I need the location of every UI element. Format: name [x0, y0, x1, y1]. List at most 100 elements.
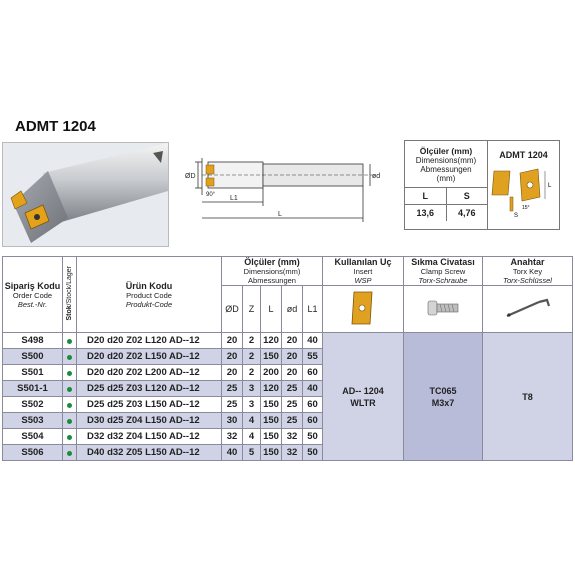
drawing-angle-label: 90°	[206, 192, 216, 198]
dim-d-cell: 25	[221, 396, 243, 413]
insert-drawing-area: ADMT 1204 L S 15°	[488, 141, 559, 229]
dim-sub1: Dimensions(mm)	[415, 156, 477, 165]
insert-drawing: L S 15°	[491, 168, 552, 219]
stock-available-icon	[67, 434, 72, 440]
screw-icon	[427, 300, 459, 316]
drawing-l1-label: L1	[230, 195, 238, 202]
dim-l1-cell: 50	[301, 444, 324, 461]
dim-col-l: L	[405, 187, 446, 205]
product-code-cell: D20 d20 Z02 L200 AD--12	[76, 364, 222, 381]
product-code-cell: D32 d32 Z04 L150 AD--12	[76, 428, 222, 445]
table-row: S502 D25 d25 Z03 L150 AD--12 25 3 150 25 60	[2, 396, 573, 413]
stock-available-icon	[67, 354, 72, 360]
dim-z-cell: 5	[242, 444, 261, 461]
insert-icon	[351, 291, 373, 325]
product-code-header: Ürün Kodu Product Code Produkt-Code	[76, 256, 222, 333]
drawing-l-label: L	[278, 211, 282, 218]
dim-col-header: ØD	[221, 285, 243, 333]
dim-d-cell: 25	[221, 380, 243, 397]
dim-sub3: (mm)	[436, 174, 456, 183]
dim-l-cell: 150	[260, 444, 282, 461]
stock-dot-cell	[62, 396, 77, 413]
drawing-d-label: ØD	[185, 173, 196, 180]
stock-dot-cell	[62, 332, 77, 349]
dim-d2-cell: 25	[281, 412, 303, 429]
dim-l-cell: 150	[260, 428, 282, 445]
dim-d-cell: 30	[221, 412, 243, 429]
dim-z-cell: 2	[242, 348, 261, 365]
screw-value-cell: TC065 M3x7	[403, 332, 484, 461]
page-title: ADMT 1204	[15, 118, 96, 135]
dim-col-header: L1	[301, 285, 324, 333]
insert-label-angle: 15°	[522, 205, 530, 211]
dim-col-header: ød	[281, 285, 303, 333]
stock-dot-cell	[62, 428, 77, 445]
key-header: Anahtar Torx Key Torx-Schlüssel	[482, 256, 574, 286]
dim-d2-cell: 32	[281, 428, 303, 445]
order-code-cell: S504	[2, 428, 63, 445]
dim-d2-cell: 32	[281, 444, 303, 461]
dim-d-cell: 40	[221, 444, 243, 461]
dim-l-cell: 200	[260, 364, 282, 381]
order-code-cell: S503	[2, 412, 63, 429]
table-row: S500 D20 d20 Z02 L150 AD--12 20 2 150 20 55	[2, 348, 573, 365]
dim-z-cell: 2	[242, 332, 261, 349]
dim-col-header: Z	[242, 285, 261, 333]
insert-header: Kullanılan Uç Insert WSP	[322, 256, 405, 286]
product-photo	[2, 142, 169, 247]
dim-l1-cell: 40	[301, 380, 324, 397]
dim-l-cell: 150	[260, 412, 282, 429]
dim-z-cell: 3	[242, 380, 261, 397]
order-code-cell: S502	[2, 396, 63, 413]
dim-l1-cell: 60	[301, 364, 324, 381]
dimensions-header: Ölçüler (mm) Dimensions(mm) Abmessungen	[220, 256, 324, 286]
table-row: S503 D30 d25 Z04 L150 AD--12 30 4 150 25 60	[2, 412, 573, 429]
dim-col-s: S	[445, 187, 487, 205]
dim-sub2: Abmessungen	[420, 165, 472, 174]
stock-dot-cell	[62, 412, 77, 429]
dim-l-cell: 150	[260, 396, 282, 413]
insert-dimensions-box: Ölçüler (mm) Dimensions(mm) Abmessungen …	[404, 140, 560, 230]
stock-available-icon	[67, 370, 72, 376]
product-code-cell: D20 d20 Z02 L120 AD--12	[76, 332, 222, 349]
insert-image-cell	[322, 285, 405, 333]
stock-available-icon	[67, 402, 72, 408]
technical-drawing: ØD ød L1 L 90°	[185, 158, 380, 222]
product-table: Sipariş Kodu Order Code Best.-Nr. Stok/S…	[2, 256, 574, 461]
product-code-cell: D25 d25 Z03 L150 AD--12	[76, 396, 222, 413]
dim-d2-cell: 25	[281, 396, 303, 413]
dim-col-header: L	[260, 285, 282, 333]
torx-key-icon	[506, 298, 550, 318]
dim-l1-cell: 50	[301, 428, 324, 445]
key-image-cell	[482, 285, 574, 333]
product-code-cell: D25 d25 Z03 L120 AD--12	[76, 380, 222, 397]
dim-d-cell: 20	[221, 364, 243, 381]
stock-available-icon	[67, 338, 72, 344]
stock-dot-cell	[62, 364, 77, 381]
screw-image-cell	[403, 285, 484, 333]
dim-l1-cell: 60	[301, 396, 324, 413]
order-code-cell: S498	[2, 332, 63, 349]
dim-l-cell: 120	[260, 380, 282, 397]
product-code-cell: D30 d25 Z04 L150 AD--12	[76, 412, 222, 429]
dim-z-cell: 4	[242, 412, 261, 429]
dim-d-cell: 32	[221, 428, 243, 445]
order-code-cell: S506	[2, 444, 63, 461]
dim-title: Ölçüler (mm)	[419, 146, 473, 156]
insert-label-s: S	[514, 213, 518, 219]
insert-label-l: L	[548, 183, 552, 189]
product-code-cell: D40 d32 Z05 L150 AD--12	[76, 444, 222, 461]
dim-l1-cell: 40	[301, 332, 324, 349]
stock-available-icon	[67, 418, 72, 424]
table-row: S501-1 D25 d25 Z03 L120 AD--12 25 3 120 25 40	[2, 380, 573, 397]
dim-z-cell: 3	[242, 396, 261, 413]
end-mill-photo-image	[3, 143, 168, 246]
insert-dimensions-table: Ölçüler (mm) Dimensions(mm) Abmessungen …	[405, 141, 488, 229]
order-code-cell: S501-1	[2, 380, 63, 397]
dim-d-cell: 20	[221, 332, 243, 349]
dim-d-cell: 20	[221, 348, 243, 365]
insert-value-cell: AD-- 1204 WLTR	[322, 332, 405, 461]
stock-available-icon	[67, 386, 72, 392]
dim-z-cell: 4	[242, 428, 261, 445]
dim-l-cell: 150	[260, 348, 282, 365]
